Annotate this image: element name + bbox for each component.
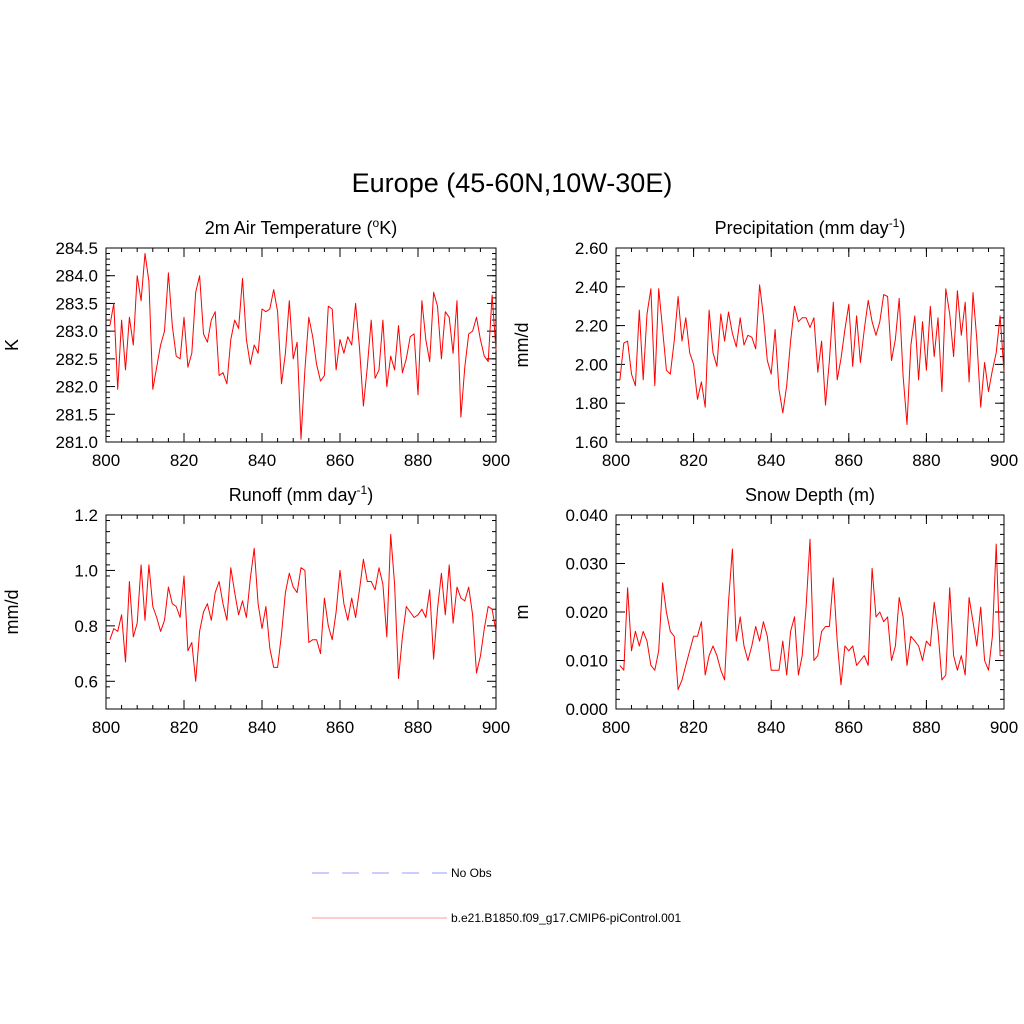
x-tick-label: 840 (757, 451, 785, 470)
panel-title: Precipitation (mm day-1) (715, 216, 906, 238)
y-tick-label: 2.40 (575, 278, 608, 297)
y-axis-label: K (2, 339, 22, 351)
y-tick-label: 1.2 (74, 506, 98, 525)
y-axis-label: mm/d (2, 590, 22, 635)
panel-title: 2m Air Temperature (oK) (205, 216, 397, 238)
x-tick-label: 860 (835, 718, 863, 737)
x-tick-label: 880 (912, 451, 940, 470)
panel-2: Precipitation (mm day-1) mm/d 800 820 840 860… (512, 216, 1018, 470)
x-tick-label: 840 (248, 718, 276, 737)
y-tick-label: 0.6 (74, 672, 98, 691)
legend-label-2: b.e21.B1850.f09_g17.CMIP6-piControl.001 (451, 911, 681, 925)
series-line (619, 284, 1005, 425)
x-tick-label: 900 (990, 718, 1018, 737)
panel-title: Snow Depth (m) (745, 485, 875, 505)
x-tick-label: 900 (482, 451, 510, 470)
title-superscript: -1 (889, 216, 900, 230)
title-suffix: ) (367, 485, 373, 505)
y-tick-label: 1.0 (74, 561, 98, 580)
x-tick-label: 860 (326, 451, 354, 470)
figure-title: Europe (45-60N,10W-30E) (352, 168, 673, 198)
legend: No Obs b.e21.B1850.f09_g17.CMIP6-piContro… (312, 866, 681, 925)
y-tick-label: 2.00 (575, 355, 608, 374)
x-tick-label: 800 (602, 718, 630, 737)
x-tick-label: 880 (912, 718, 940, 737)
panel-3: Runoff (mm day-1) mm/d 800 820 840 860 880 900 0… (2, 483, 510, 737)
x-tick-label: 880 (404, 718, 432, 737)
legend-label-1: No Obs (451, 866, 492, 880)
x-tick-label: 900 (990, 451, 1018, 470)
title-superscript: o (373, 216, 380, 230)
y-tick-label: 283.0 (55, 322, 98, 341)
y-tick-label: 281.0 (55, 433, 98, 452)
title-suffix: ) (899, 218, 905, 238)
y-tick-label: 282.5 (55, 350, 98, 369)
x-tick-label: 820 (679, 718, 707, 737)
title-superscript: -1 (357, 483, 368, 497)
x-tick-label: 900 (482, 718, 510, 737)
panel-title: Runoff (mm day-1) (229, 483, 373, 505)
y-tick-label: 2.20 (575, 317, 608, 336)
y-tick-label: 1.60 (575, 433, 608, 452)
x-tick-label: 820 (170, 718, 198, 737)
y-tick-label: 284.0 (55, 267, 98, 286)
chart-panels: 2m Air Temperature (oK) K 800 820 840 860 880 9… (2, 216, 1018, 737)
y-tick-label: 0.8 (74, 617, 98, 636)
y-tick-label: 2.60 (575, 239, 608, 258)
x-tick-label: 800 (92, 451, 120, 470)
y-tick-label: 0.040 (565, 506, 608, 525)
plot-frame (105, 514, 497, 710)
y-axis-label: mm/d (512, 323, 532, 368)
y-tick-label: 0.000 (565, 700, 608, 719)
plot-frame (105, 247, 497, 443)
series-line (109, 533, 497, 682)
y-tick-label: 283.5 (55, 294, 98, 313)
x-tick-label: 800 (92, 718, 120, 737)
series-line (109, 253, 497, 440)
y-tick-label: 281.5 (55, 405, 98, 424)
panel-1: 2m Air Temperature (oK) K 800 820 840 860 880 9… (2, 216, 510, 470)
x-tick-label: 840 (248, 451, 276, 470)
y-tick-label: 284.5 (55, 239, 98, 258)
x-tick-label: 840 (757, 718, 785, 737)
y-tick-label: 282.0 (55, 378, 98, 397)
panel-4: Snow Depth (m) m 800 820 840 860 880 900 0.000 0.… (512, 485, 1018, 737)
y-tick-label: 1.80 (575, 394, 608, 413)
y-tick-label: 0.010 (565, 652, 608, 671)
x-tick-label: 820 (170, 451, 198, 470)
x-tick-label: 860 (326, 718, 354, 737)
y-tick-label: 0.020 (565, 603, 608, 622)
x-tick-label: 800 (602, 451, 630, 470)
x-tick-label: 820 (679, 451, 707, 470)
plot-frame (615, 247, 1005, 443)
x-tick-label: 860 (835, 451, 863, 470)
series-line (619, 538, 1004, 691)
x-tick-label: 880 (404, 451, 432, 470)
y-tick-label: 0.030 (565, 555, 608, 574)
title-suffix: K) (379, 218, 397, 238)
y-axis-label: m (512, 605, 532, 620)
